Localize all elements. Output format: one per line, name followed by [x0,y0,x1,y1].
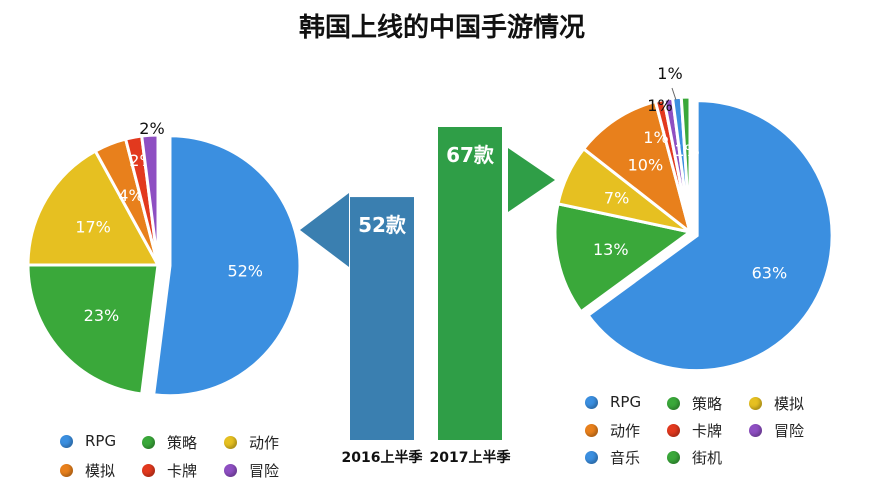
pie1-label-6: 1% [657,64,682,83]
pie1-label-4: 1% [643,128,668,147]
pie0-slice-1 [26,263,160,396]
chart-title: 韩国上线的中国手游情况 [299,12,585,43]
legend-item: 模拟 [60,460,115,481]
legend-item: 音乐 [585,447,640,468]
legend-label: 动作 [249,434,280,452]
pie0-label-3: 4% [118,186,143,205]
bar-category-label-0: 2016上半季 [342,449,423,466]
pie1-slice-7 [679,95,692,233]
legend-item: RPG [585,393,641,411]
legend-label: 冒险 [774,422,805,440]
legend-label: 卡牌 [167,462,198,480]
bar-0 [350,197,414,440]
bar-value-label-1: 67款 [446,143,495,167]
legend-marker [585,451,598,464]
pie0-slice-2 [26,149,161,267]
bar-category-label-1: 2017上半季 [430,449,511,466]
legend-marker [60,434,73,448]
legend-label: RPG [610,393,642,411]
right-arrow [508,148,555,212]
pie1-label-7: 1% [674,141,699,160]
legend-left: RPG 策略 动作模拟 卡牌 冒险 [60,432,320,484]
left-arrow [300,193,349,267]
legend-marker [60,464,73,477]
left-pie-chart: 52%23%17%4%2%2% [26,119,302,398]
pie0-label-0: 52% [227,261,263,280]
pie1-label-5: 1% [647,96,672,115]
legend-label: 模拟 [85,462,116,480]
legend-item: 动作 [224,432,279,453]
legend-item: 街机 [667,447,722,468]
legend-label: 模拟 [774,395,805,413]
legend-item: 模拟 [749,393,804,414]
pie1-leader-line [671,87,677,101]
legend-label: RPG [85,432,117,450]
legend-right: RPG 策略 模拟动作 卡牌 冒险音乐 街机 [585,393,845,473]
pie0-label-5: 2% [139,119,164,138]
legend-label: 冒险 [249,462,280,480]
legend-label: 音乐 [610,449,641,467]
bar-chart: 52款 2016上半季 67款 2017上半季 [300,127,555,466]
legend-label: 街机 [692,449,723,467]
right-pie-chart: 63% 13% 7% 10% 1% 1% 1% 1% [553,64,834,373]
legend-label: 策略 [167,434,198,452]
pie1-label-3: 10% [628,155,664,174]
pie1-label-0: 63% [752,263,788,282]
legend-item: RPG [60,432,116,450]
pie0-label-2: 17% [75,218,111,237]
legend-item: 冒险 [224,460,279,481]
legend-marker [585,395,598,409]
legend-marker [749,424,762,437]
bar-1 [438,127,502,440]
legend-marker [749,397,762,410]
pie0-slice-5 [140,133,160,266]
legend-marker [667,424,680,437]
legend-item: 冒险 [749,420,804,441]
pie0-label-1: 23% [84,306,120,325]
legend-item: 策略 [142,432,197,453]
legend-label: 策略 [692,395,723,413]
pie0-slice-0 [152,134,302,398]
legend-item: 策略 [667,393,722,414]
legend-marker [585,424,598,437]
legend-marker [224,464,237,477]
legend-label: 卡牌 [692,422,723,440]
legend-marker [142,436,155,449]
legend-label: 动作 [610,422,641,440]
pie1-slice-1 [553,202,694,314]
legend-item: 动作 [585,420,640,441]
legend-marker [667,451,680,464]
pie1-slice-0 [586,99,834,373]
legend-marker [224,436,237,449]
bar-value-label-0: 52款 [358,213,407,237]
pie1-label-2: 7% [604,189,629,208]
legend-marker [667,397,680,410]
legend-item: 卡牌 [667,420,722,441]
pie1-label-1: 13% [593,240,629,259]
legend-item: 卡牌 [142,460,197,481]
legend-marker [142,464,155,477]
